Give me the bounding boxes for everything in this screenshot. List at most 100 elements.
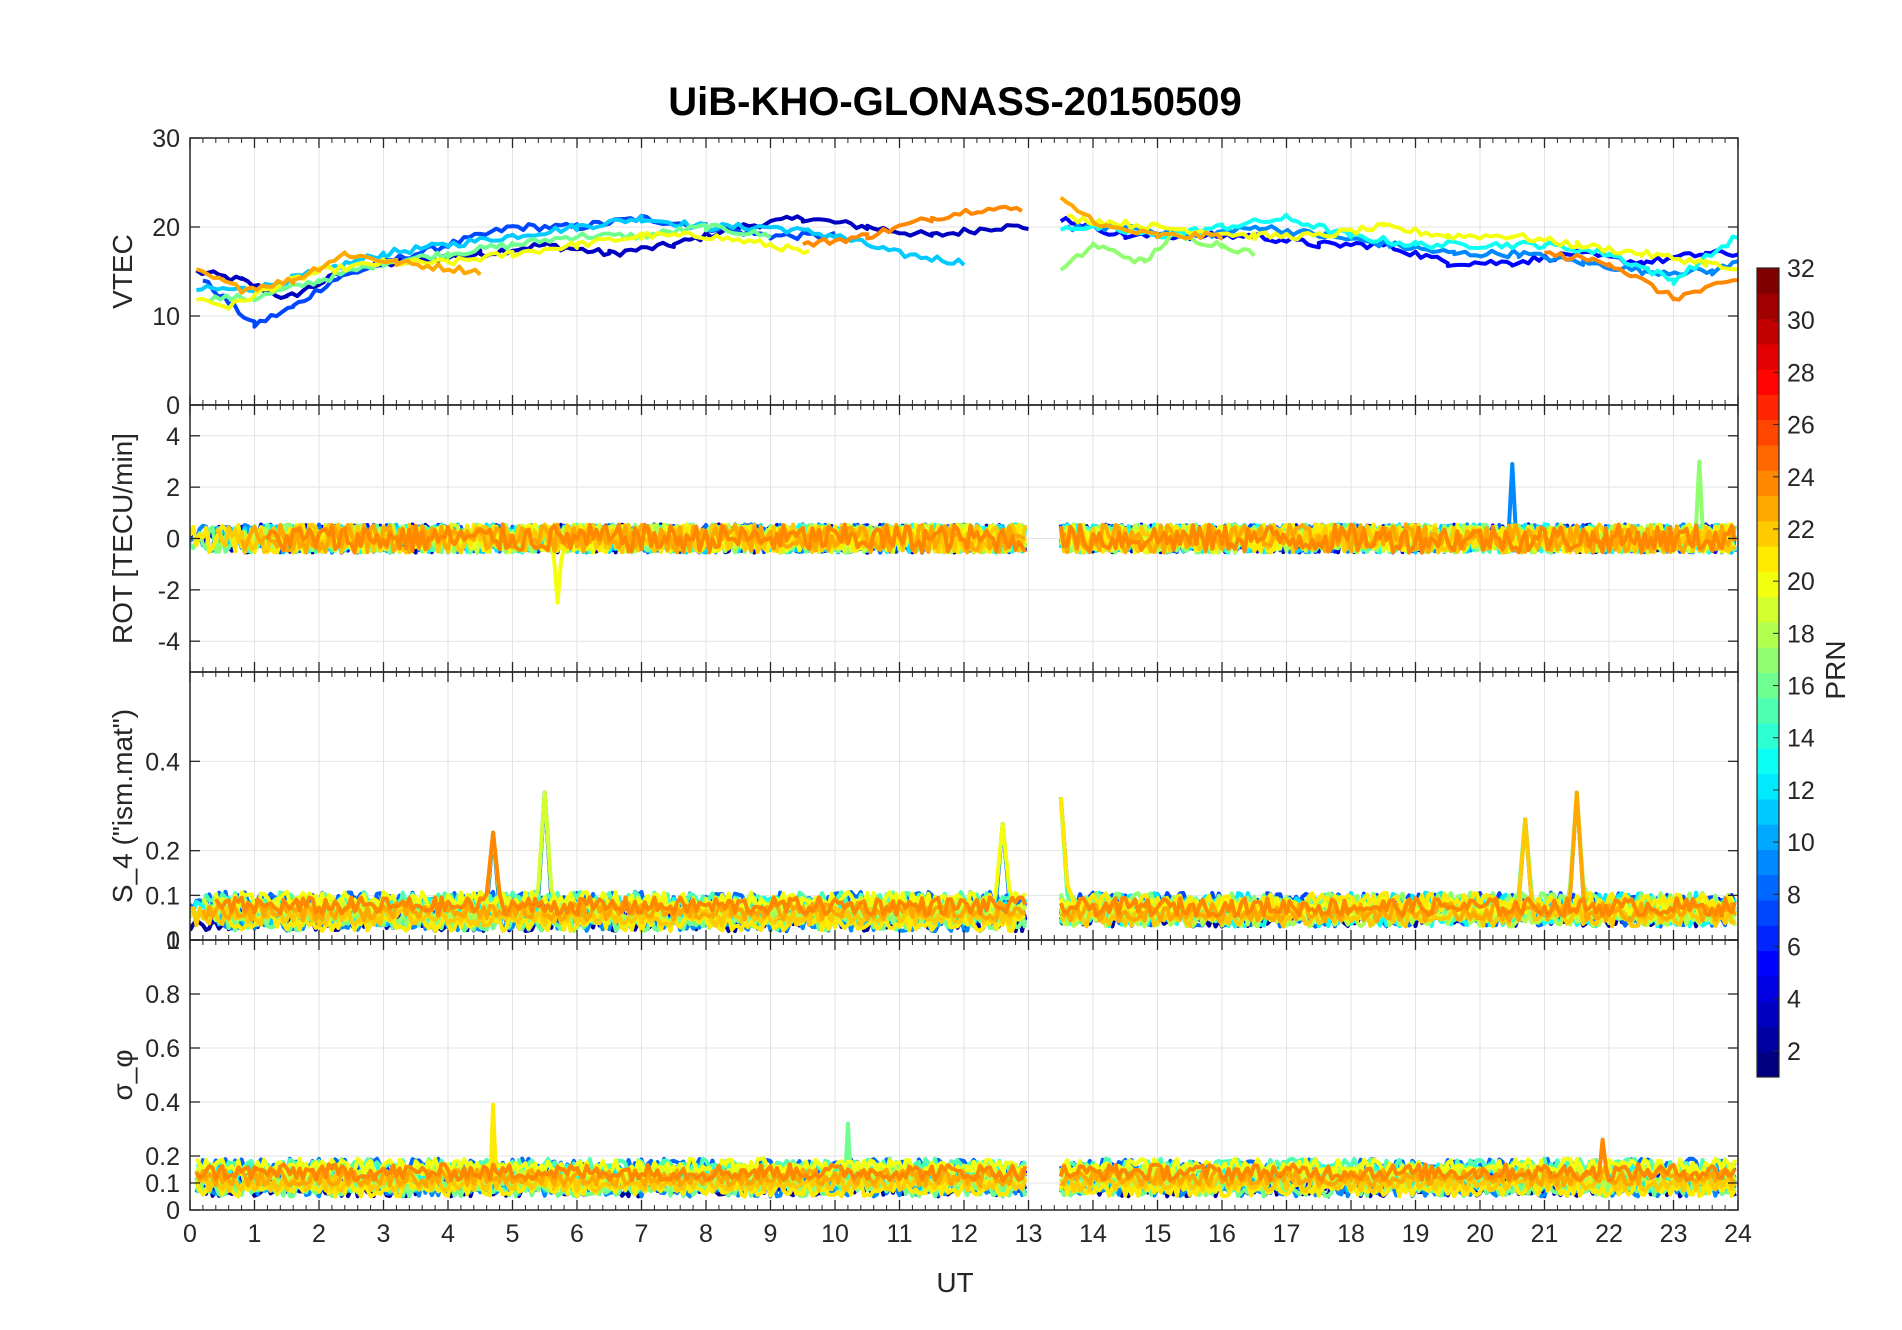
colorbar-cell <box>1757 723 1779 749</box>
colorbar-cell <box>1757 470 1779 497</box>
x-tick-label: 10 <box>821 1220 849 1248</box>
data-series <box>190 790 1737 934</box>
colorbar-cell <box>1757 495 1779 522</box>
series-line <box>1058 1156 1737 1177</box>
colorbar-cell <box>1757 293 1779 320</box>
panel-sigma_phi: 00.10.20.40.60.81σ_φ0 1 2 3 4 5 6 7 8 9 10 11 12 13 14… <box>107 927 1752 1248</box>
x-tick-label: 3 <box>377 1220 391 1248</box>
series-line <box>195 250 482 295</box>
series-line <box>1066 213 1738 272</box>
y-tick-label: 0.1 <box>145 882 180 910</box>
colorbar-tick-label: 8 <box>1787 881 1801 909</box>
x-tick-label: 20 <box>1466 1220 1494 1248</box>
series-line <box>802 204 1023 248</box>
series-line <box>1059 231 1256 272</box>
x-tick-label: 11 <box>887 1220 913 1248</box>
colorbar-tick-label: 12 <box>1787 777 1815 805</box>
y-axis-label: VTEC <box>107 234 138 309</box>
data-series <box>195 195 1738 329</box>
colorbar-cell <box>1757 546 1779 572</box>
colorbar-cell <box>1757 318 1779 345</box>
y-axis-label: σ_φ <box>107 1049 138 1100</box>
colorbar-tick-label: 14 <box>1787 725 1815 753</box>
colorbar-cell <box>1757 621 1779 648</box>
x-tick-label: 24 <box>1724 1220 1752 1248</box>
colorbar-tick-label: 30 <box>1787 307 1815 335</box>
colorbar-frame <box>1756 267 1780 1078</box>
y-tick-label: 0 <box>166 526 180 554</box>
y-tick-label: 0.2 <box>145 838 180 866</box>
colorbar-cell <box>1757 520 1779 547</box>
colorbar-tick-label: 24 <box>1787 464 1815 492</box>
colorbar-cell <box>1757 672 1779 699</box>
x-tick-label: 17 <box>1273 1220 1301 1248</box>
x-tick-label: 9 <box>764 1220 778 1248</box>
x-tick-label: 2 <box>312 1220 326 1248</box>
colorbar-label: PRN <box>1820 640 1851 699</box>
colorbar-cell <box>1757 343 1779 370</box>
x-tick-label: 22 <box>1595 1220 1623 1248</box>
y-tick-label: 30 <box>152 125 180 153</box>
series-line <box>1058 790 1737 913</box>
series-line <box>1059 1167 1737 1188</box>
y-tick-label: -2 <box>158 577 180 605</box>
x-tick-label: 1 <box>248 1220 262 1248</box>
y-tick-label: 0.1 <box>145 1170 180 1198</box>
x-tick-label: 7 <box>635 1220 649 1248</box>
colorbar-cell <box>1757 394 1779 421</box>
y-tick-label: 20 <box>152 214 180 242</box>
series-line <box>265 522 1028 555</box>
y-tick-label: 4 <box>166 423 180 451</box>
colorbar-cell <box>1757 975 1779 1002</box>
series-line <box>1059 195 1224 241</box>
colorbar-cell <box>1757 596 1779 623</box>
y-tick-label: 1 <box>166 927 180 955</box>
x-tick-label: 5 <box>506 1220 520 1248</box>
data-series <box>190 459 1737 605</box>
series-line <box>1544 250 1738 302</box>
panel-S4: 0 0.1 0.2 0.4S_4 ("ism.mat") <box>107 671 1739 955</box>
y-tick-label: 0.8 <box>145 981 180 1009</box>
colorbar-tick-label: 22 <box>1787 516 1815 544</box>
panel-VTEC: 0 10 20 30 VTEC <box>107 125 1739 420</box>
y-tick-label: 0 <box>166 392 180 420</box>
chart-title: UiB-KHO-GLONASS-20150509 <box>668 80 1242 124</box>
colorbar-tick-label: 26 <box>1787 412 1815 440</box>
data-series <box>194 1102 1737 1199</box>
colorbar-tick-label: 10 <box>1787 829 1815 857</box>
colorbar-cell <box>1757 1026 1779 1053</box>
series-line <box>1058 1137 1737 1183</box>
colorbar-cell <box>1757 950 1779 977</box>
colorbar-tick-label: 20 <box>1787 568 1815 596</box>
x-tick-label: 12 <box>950 1220 978 1248</box>
colorbar-tick-label: 32 <box>1787 255 1815 283</box>
colorbar-cell <box>1757 798 1779 825</box>
y-tick-label: 2 <box>166 474 180 502</box>
panel-ROT: -4 -2 0 2 4 ROT [TECU/min] <box>107 404 1739 673</box>
series-line <box>196 230 810 311</box>
colorbar-cell <box>1757 419 1779 446</box>
series-line <box>214 830 1028 917</box>
colorbar-cell <box>1757 925 1779 952</box>
x-tick-label: 23 <box>1660 1220 1688 1248</box>
colorbar-cell <box>1757 1051 1779 1078</box>
colorbar-cell <box>1757 369 1779 395</box>
colorbar-tick-label: 28 <box>1787 359 1815 387</box>
colorbar-cell <box>1757 268 1779 294</box>
y-tick-label: 10 <box>152 303 180 331</box>
colorbar-cell <box>1757 697 1779 724</box>
colorbar-cell <box>1757 874 1779 901</box>
y-axis-label: S_4 ("ism.mat") <box>107 709 138 903</box>
series-line <box>1059 522 1737 555</box>
colorbar-cell <box>1757 1001 1779 1027</box>
x-tick-label: 15 <box>1144 1220 1172 1248</box>
series-line <box>207 222 772 304</box>
x-tick-label: 4 <box>441 1220 455 1248</box>
colorbar-tick-label: 16 <box>1787 673 1815 701</box>
colorbar-cell <box>1757 748 1779 775</box>
colorbar-cell <box>1757 571 1779 598</box>
y-tick-label: 0 <box>166 1197 180 1225</box>
y-tick-label: -4 <box>158 628 180 656</box>
